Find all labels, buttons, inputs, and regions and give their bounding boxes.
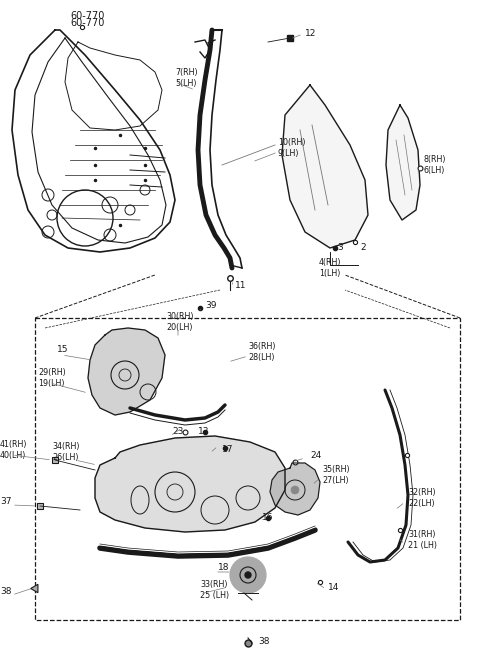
Circle shape <box>291 486 299 494</box>
Text: 60-770: 60-770 <box>71 11 105 21</box>
Text: 41(RH)
40(LH): 41(RH) 40(LH) <box>0 440 27 460</box>
Text: 3: 3 <box>337 244 343 252</box>
Text: 4(RH)
1(LH): 4(RH) 1(LH) <box>319 258 341 278</box>
Text: 35(RH)
27(LH): 35(RH) 27(LH) <box>322 465 349 485</box>
Text: 29(RH)
19(LH): 29(RH) 19(LH) <box>38 368 66 388</box>
Polygon shape <box>282 85 368 248</box>
Text: 10(RH)
9(LH): 10(RH) 9(LH) <box>278 138 305 158</box>
Text: 37: 37 <box>0 497 12 507</box>
Polygon shape <box>88 328 165 415</box>
Text: 18: 18 <box>218 564 229 572</box>
Text: 7(RH)
5(LH): 7(RH) 5(LH) <box>175 68 198 88</box>
Polygon shape <box>386 105 420 220</box>
Text: 33(RH)
25 (LH): 33(RH) 25 (LH) <box>200 580 229 600</box>
Text: 12: 12 <box>305 28 316 37</box>
Text: 8(RH)
6(LH): 8(RH) 6(LH) <box>423 155 445 175</box>
Text: 17: 17 <box>222 445 233 455</box>
Text: 31(RH)
21 (LH): 31(RH) 21 (LH) <box>408 530 437 550</box>
Text: 14: 14 <box>328 583 339 591</box>
Text: 34(RH)
26(LH): 34(RH) 26(LH) <box>52 442 80 462</box>
Text: 38: 38 <box>0 587 12 597</box>
Text: 16: 16 <box>262 514 274 522</box>
Text: 2: 2 <box>360 244 366 252</box>
Text: 23: 23 <box>172 428 183 436</box>
Text: 32(RH)
22(LH): 32(RH) 22(LH) <box>408 488 436 508</box>
Circle shape <box>245 572 251 578</box>
Text: 39: 39 <box>205 300 216 309</box>
Text: 60-770: 60-770 <box>71 18 105 28</box>
Circle shape <box>230 557 266 593</box>
Bar <box>35 318 460 620</box>
Text: 11: 11 <box>235 281 247 290</box>
Text: 13: 13 <box>198 428 209 436</box>
Text: 30(RH)
20(LH): 30(RH) 20(LH) <box>166 312 194 332</box>
Text: 36(RH)
28(LH): 36(RH) 28(LH) <box>248 342 276 362</box>
Text: 38: 38 <box>258 637 269 646</box>
Text: 24: 24 <box>310 451 321 459</box>
Polygon shape <box>95 436 285 532</box>
Text: 15: 15 <box>57 346 69 355</box>
Polygon shape <box>270 463 320 515</box>
